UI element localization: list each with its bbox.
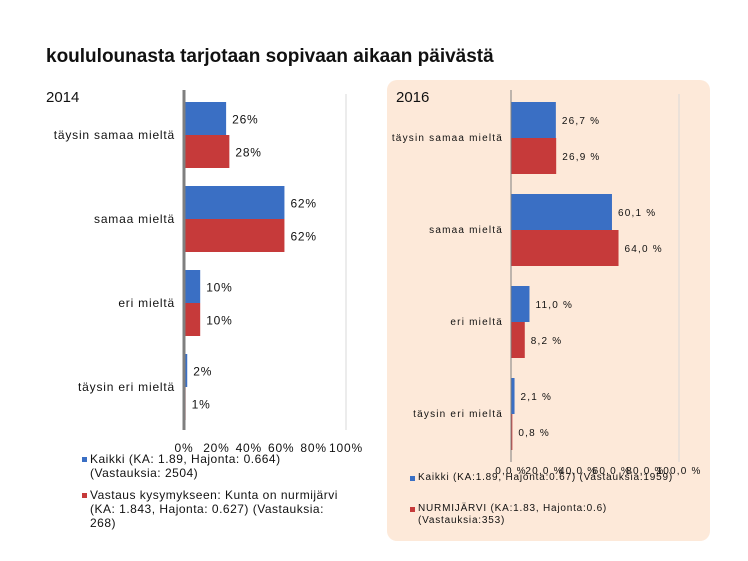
data-label: 64,0 % — [625, 244, 663, 255]
bar — [184, 303, 201, 336]
legend-label: Kaikki (KA:1.89, Hajonta:0.67) (Vastauks… — [418, 472, 673, 483]
x-tick-label: 80,0 % — [626, 466, 664, 477]
data-label: 62% — [290, 197, 316, 211]
x-tick-label: 40% — [236, 441, 262, 455]
data-label: 2,1 % — [521, 392, 553, 403]
bar — [184, 219, 285, 252]
bar — [511, 230, 619, 266]
bar — [184, 102, 227, 135]
legend-swatch — [410, 507, 415, 512]
data-label: 10% — [206, 314, 232, 328]
data-label: 0,8 % — [518, 428, 550, 439]
data-label: 26,7 % — [562, 116, 600, 127]
data-label: 11,0 % — [535, 300, 573, 311]
chart-2016-title: 2016 — [396, 89, 430, 106]
data-label: 26% — [232, 113, 258, 127]
x-tick-label: 60,0 % — [593, 466, 631, 477]
page-title: koululounasta tarjotaan sopivaan aikaan … — [46, 46, 494, 67]
x-tick-label: 100,0 % — [656, 466, 701, 477]
data-label: 26,9 % — [562, 152, 600, 163]
legend-2016-series-1: Kaikki (KA:1.89, Hajonta:0.67) (Vastauks… — [410, 472, 710, 484]
x-tick-label: 80% — [300, 441, 326, 455]
category-label: samaa mieltä — [94, 212, 175, 226]
bar — [511, 138, 557, 174]
legend-label: Kaikki (KA: 1.89, Hajonta: 0.664) (Vasta… — [90, 452, 281, 480]
legend-2016-series-2: NURMIJÄRVI (KA:1.83, Hajonta:0.6) (Vasta… — [410, 503, 650, 527]
x-tick-label: 60% — [268, 441, 294, 455]
bar — [511, 286, 530, 322]
legend-2014-series-2: Vastaus kysymykseen: Kunta on nurmijärvi… — [82, 488, 352, 530]
x-tick-label: 100% — [329, 441, 363, 455]
data-label: 28% — [235, 146, 261, 160]
bar — [511, 194, 612, 230]
legend-swatch — [82, 493, 87, 498]
bar — [511, 414, 513, 450]
x-tick-label: 40,0 % — [559, 466, 597, 477]
legend-swatch — [410, 476, 415, 481]
legend-label: NURMIJÄRVI (KA:1.83, Hajonta:0.6) (Vasta… — [418, 503, 608, 526]
bar — [511, 378, 515, 414]
data-label: 62% — [290, 230, 316, 244]
data-label: 10% — [206, 281, 232, 295]
legend-label: Vastaus kysymykseen: Kunta on nurmijärvi… — [90, 488, 338, 530]
category-label: samaa mieltä — [429, 225, 503, 236]
bar — [184, 186, 285, 219]
category-label: eri mieltä — [450, 317, 503, 328]
data-label: 1% — [192, 398, 211, 412]
x-tick-label: 0,0 % — [495, 466, 527, 477]
data-label: 2% — [193, 365, 212, 379]
legend-swatch — [82, 457, 87, 462]
data-label: 8,2 % — [531, 336, 563, 347]
bar — [511, 102, 556, 138]
x-tick-label: 20% — [203, 441, 229, 455]
x-tick-label: 20,0 % — [525, 466, 563, 477]
category-label: täysin samaa mieltä — [392, 133, 503, 144]
bar — [511, 322, 525, 358]
bar — [184, 135, 230, 168]
category-label: täysin samaa mieltä — [54, 128, 175, 142]
legend-2014-series-1: Kaikki (KA: 1.89, Hajonta: 0.664) (Vasta… — [82, 452, 352, 480]
bar — [184, 270, 201, 303]
x-tick-label: 0% — [175, 441, 194, 455]
bar — [184, 354, 188, 387]
data-label: 60,1 % — [618, 208, 656, 219]
category-label: täysin eri mieltä — [413, 409, 503, 420]
chart-2014-title: 2014 — [46, 89, 80, 106]
category-label: eri mieltä — [118, 296, 175, 310]
category-label: täysin eri mieltä — [78, 380, 175, 394]
